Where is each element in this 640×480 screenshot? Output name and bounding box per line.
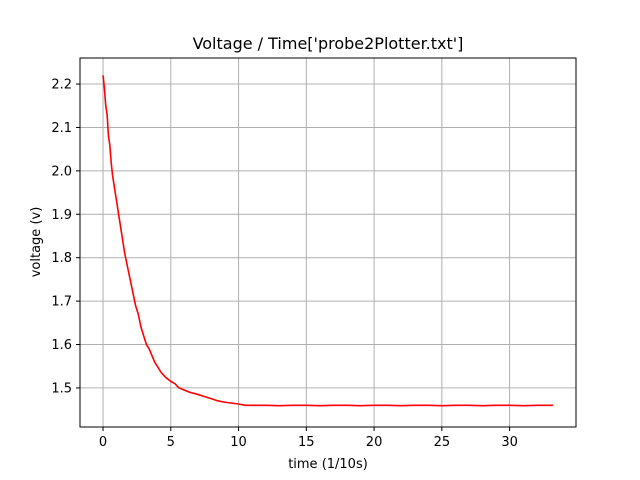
x-tick-label: 15 xyxy=(298,435,315,450)
y-tick-label: 1.8 xyxy=(51,251,72,266)
ticks: 0 5 10 15 20 25 30 1.5 1.6 1.7 1.8 1.9 2.0 2.1 2.2 xyxy=(51,78,518,450)
series-line xyxy=(102,75,553,407)
x-tick-label: 0 xyxy=(99,435,107,450)
y-tick-label: 2.2 xyxy=(51,78,72,93)
y-tick-label: 2.1 xyxy=(51,121,72,136)
y-tick-label: 1.5 xyxy=(51,381,72,396)
x-tick-label: 30 xyxy=(501,435,518,450)
y-tick-label: 2.0 xyxy=(51,164,72,179)
x-tick-label: 20 xyxy=(366,435,383,450)
y-tick-label: 1.6 xyxy=(51,338,72,353)
series-layer xyxy=(102,75,553,407)
y-axis-title: voltage (v) xyxy=(29,207,44,278)
x-tick-label: 10 xyxy=(230,435,247,450)
y-tick-label: 1.9 xyxy=(51,208,72,223)
y-tick-label: 1.7 xyxy=(51,295,72,310)
x-tick-label: 5 xyxy=(167,435,175,450)
x-tick-label: 25 xyxy=(434,435,451,450)
chart-title: Voltage / Time['probe2Plotter.txt'] xyxy=(193,34,464,53)
x-axis-title: time (1/10s) xyxy=(288,457,368,472)
plot-frame xyxy=(79,57,577,428)
grid xyxy=(80,58,576,427)
